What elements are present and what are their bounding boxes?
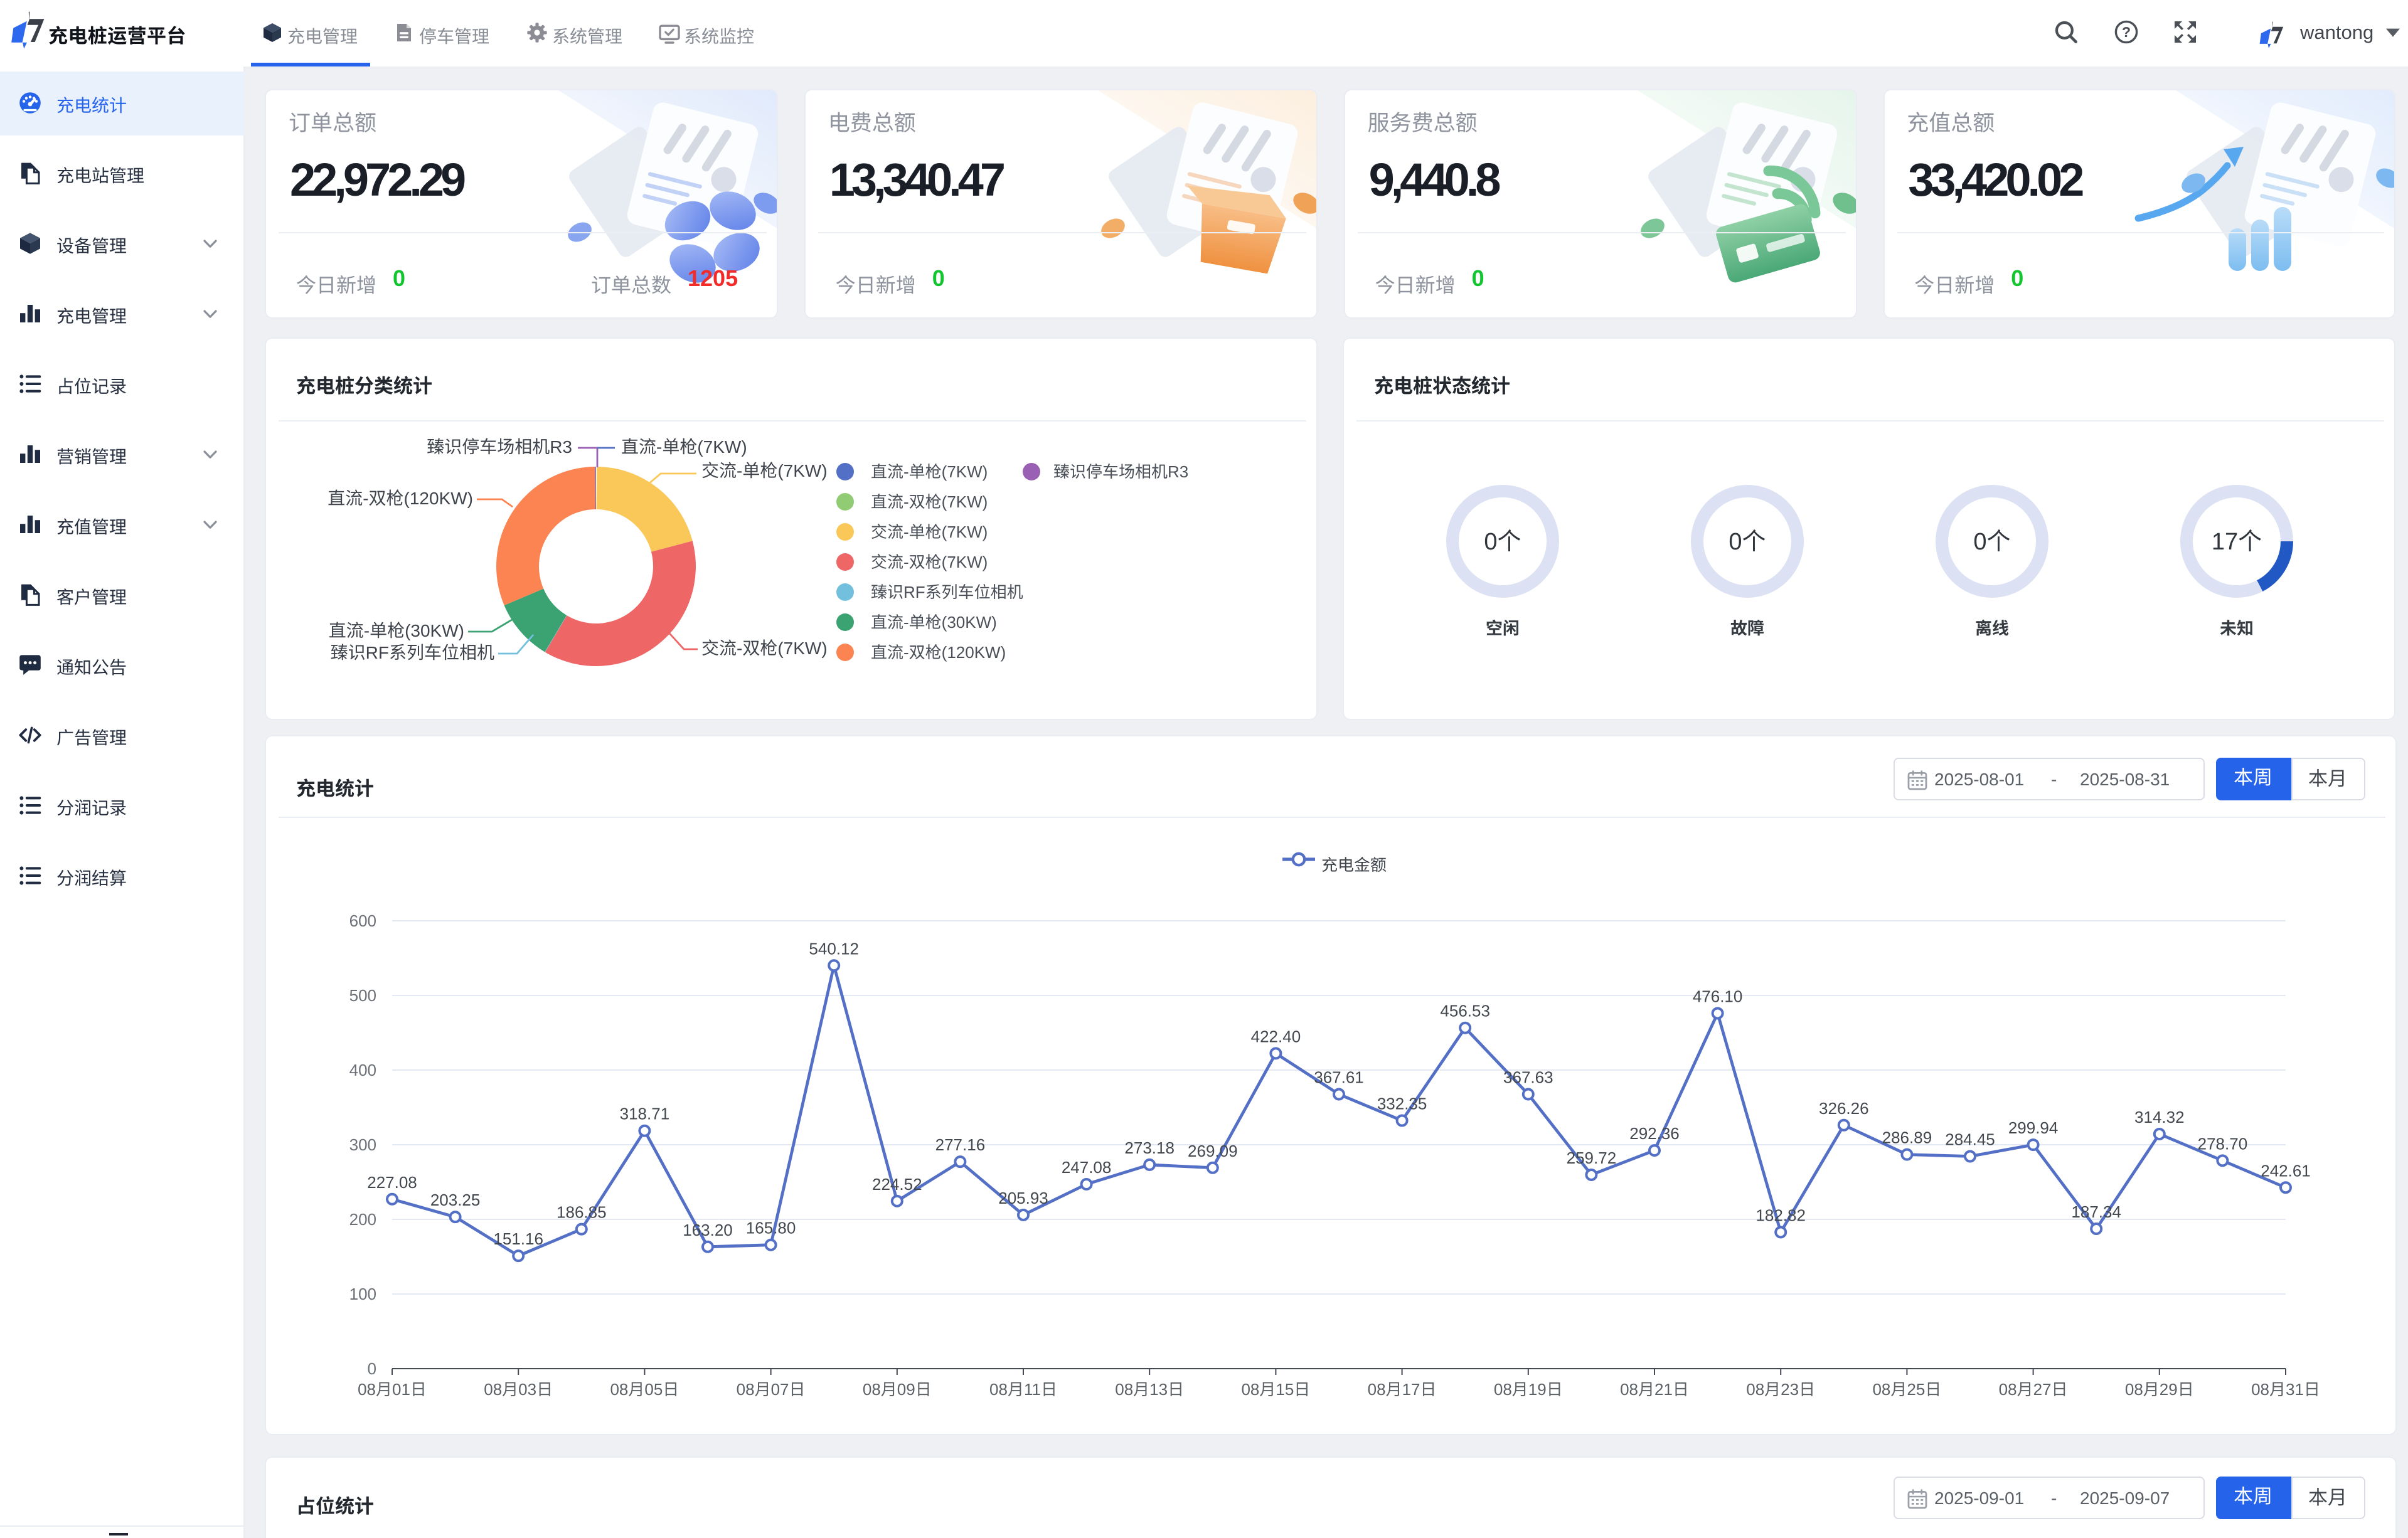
svg-text:08月27日: 08月27日 (1999, 1379, 2068, 1398)
svg-text:187.34: 187.34 (2071, 1202, 2121, 1221)
svg-text:224.52: 224.52 (872, 1174, 922, 1193)
svg-text:600: 600 (349, 911, 376, 930)
svg-text:17个: 17个 (2212, 529, 2262, 555)
svg-text:08月29日: 08月29日 (2125, 1379, 2194, 1398)
svg-text:离线: 离线 (1975, 619, 2009, 638)
svg-text:臻识RF系列车位相机: 臻识RF系列车位相机 (331, 643, 494, 662)
svg-text:08月19日: 08月19日 (1494, 1379, 1563, 1398)
svg-text:367.63: 367.63 (1503, 1068, 1553, 1086)
svg-text:242.61: 242.61 (2261, 1160, 2311, 1179)
svg-text:278.70: 278.70 (2198, 1133, 2248, 1152)
svg-text:182.82: 182.82 (1755, 1205, 1806, 1224)
svg-text:交流-单枪(7KW): 交流-单枪(7KW) (871, 522, 988, 541)
svg-text:277.16: 277.16 (935, 1135, 986, 1154)
svg-text:直流-单枪(7KW): 直流-单枪(7KW) (871, 462, 988, 481)
svg-text:269.09: 269.09 (1188, 1141, 1238, 1160)
svg-text:交流-双枪(7KW): 交流-双枪(7KW) (871, 553, 988, 571)
svg-text:直流-单枪(30KW): 直流-单枪(30KW) (329, 621, 464, 640)
svg-text:0个: 0个 (1484, 529, 1521, 555)
svg-text:交流-单枪(7KW): 交流-单枪(7KW) (701, 461, 828, 480)
svg-text:151.16: 151.16 (493, 1229, 543, 1248)
svg-text:未知: 未知 (2220, 619, 2254, 638)
svg-text:08月07日: 08月07日 (737, 1379, 806, 1398)
svg-text:367.61: 367.61 (1314, 1068, 1364, 1086)
svg-text:08月13日: 08月13日 (1115, 1379, 1184, 1398)
svg-text:292.36: 292.36 (1629, 1123, 1680, 1142)
svg-text:08月01日: 08月01日 (358, 1379, 427, 1398)
svg-text:直流-双枪(7KW): 直流-双枪(7KW) (871, 492, 988, 511)
svg-text:?: ? (2122, 24, 2131, 40)
svg-text:422.40: 422.40 (1251, 1026, 1301, 1045)
svg-text:直流-双枪(120KW): 直流-双枪(120KW) (328, 489, 473, 508)
svg-text:0: 0 (368, 1359, 376, 1377)
svg-text:500: 500 (349, 985, 376, 1004)
svg-text:08月31日: 08月31日 (2251, 1379, 2320, 1398)
svg-text:205.93: 205.93 (998, 1188, 1048, 1207)
svg-text:08月21日: 08月21日 (1620, 1379, 1689, 1398)
svg-text:200: 200 (349, 1209, 376, 1228)
svg-text:326.26: 326.26 (1819, 1098, 1869, 1117)
svg-text:空闲: 空闲 (1486, 619, 1520, 638)
svg-text:08月17日: 08月17日 (1368, 1379, 1437, 1398)
svg-text:300: 300 (349, 1135, 376, 1154)
svg-text:直流-单枪(7KW): 直流-单枪(7KW) (621, 437, 747, 457)
svg-text:273.18: 273.18 (1124, 1138, 1175, 1157)
svg-text:08月23日: 08月23日 (1746, 1379, 1815, 1398)
svg-text:交流-双枪(7KW): 交流-双枪(7KW) (701, 639, 828, 658)
svg-text:08月15日: 08月15日 (1241, 1379, 1310, 1398)
svg-text:165.80: 165.80 (746, 1218, 796, 1237)
svg-text:0个: 0个 (1729, 529, 1766, 555)
svg-text:318.71: 318.71 (620, 1104, 670, 1123)
svg-text:臻识停车场相机R3: 臻识停车场相机R3 (427, 437, 572, 457)
svg-text:259.72: 259.72 (1567, 1148, 1617, 1167)
svg-text:08月05日: 08月05日 (610, 1379, 679, 1398)
svg-text:臻识停车场相机R3: 臻识停车场相机R3 (1053, 462, 1188, 481)
svg-text:100: 100 (349, 1284, 376, 1303)
svg-text:227.08: 227.08 (367, 1172, 417, 1191)
svg-text:332.35: 332.35 (1377, 1094, 1427, 1113)
svg-text:400: 400 (349, 1060, 376, 1079)
svg-text:299.94: 299.94 (2008, 1118, 2059, 1137)
svg-text:247.08: 247.08 (1062, 1157, 1112, 1176)
svg-text:314.32: 314.32 (2134, 1107, 2185, 1126)
svg-text:286.89: 286.89 (1882, 1128, 1932, 1147)
svg-text:08月25日: 08月25日 (1872, 1379, 1941, 1398)
svg-text:476.10: 476.10 (1693, 986, 1743, 1005)
svg-text:08月03日: 08月03日 (484, 1379, 553, 1398)
svg-text:直流-单枪(30KW): 直流-单枪(30KW) (871, 613, 997, 632)
svg-text:08月11日: 08月11日 (989, 1379, 1057, 1398)
svg-text:456.53: 456.53 (1440, 1001, 1490, 1020)
svg-text:臻识RF系列车位相机: 臻识RF系列车位相机 (871, 583, 1023, 602)
svg-text:08月09日: 08月09日 (863, 1379, 932, 1398)
svg-text:故障: 故障 (1730, 619, 1764, 638)
svg-text:203.25: 203.25 (430, 1190, 481, 1209)
svg-text:163.20: 163.20 (683, 1220, 733, 1239)
svg-text:186.85: 186.85 (557, 1202, 607, 1221)
svg-text:540.12: 540.12 (809, 938, 859, 957)
svg-text:直流-双枪(120KW): 直流-双枪(120KW) (871, 643, 1006, 662)
svg-text:284.45: 284.45 (1945, 1130, 1995, 1148)
svg-text:0个: 0个 (1973, 529, 2010, 555)
